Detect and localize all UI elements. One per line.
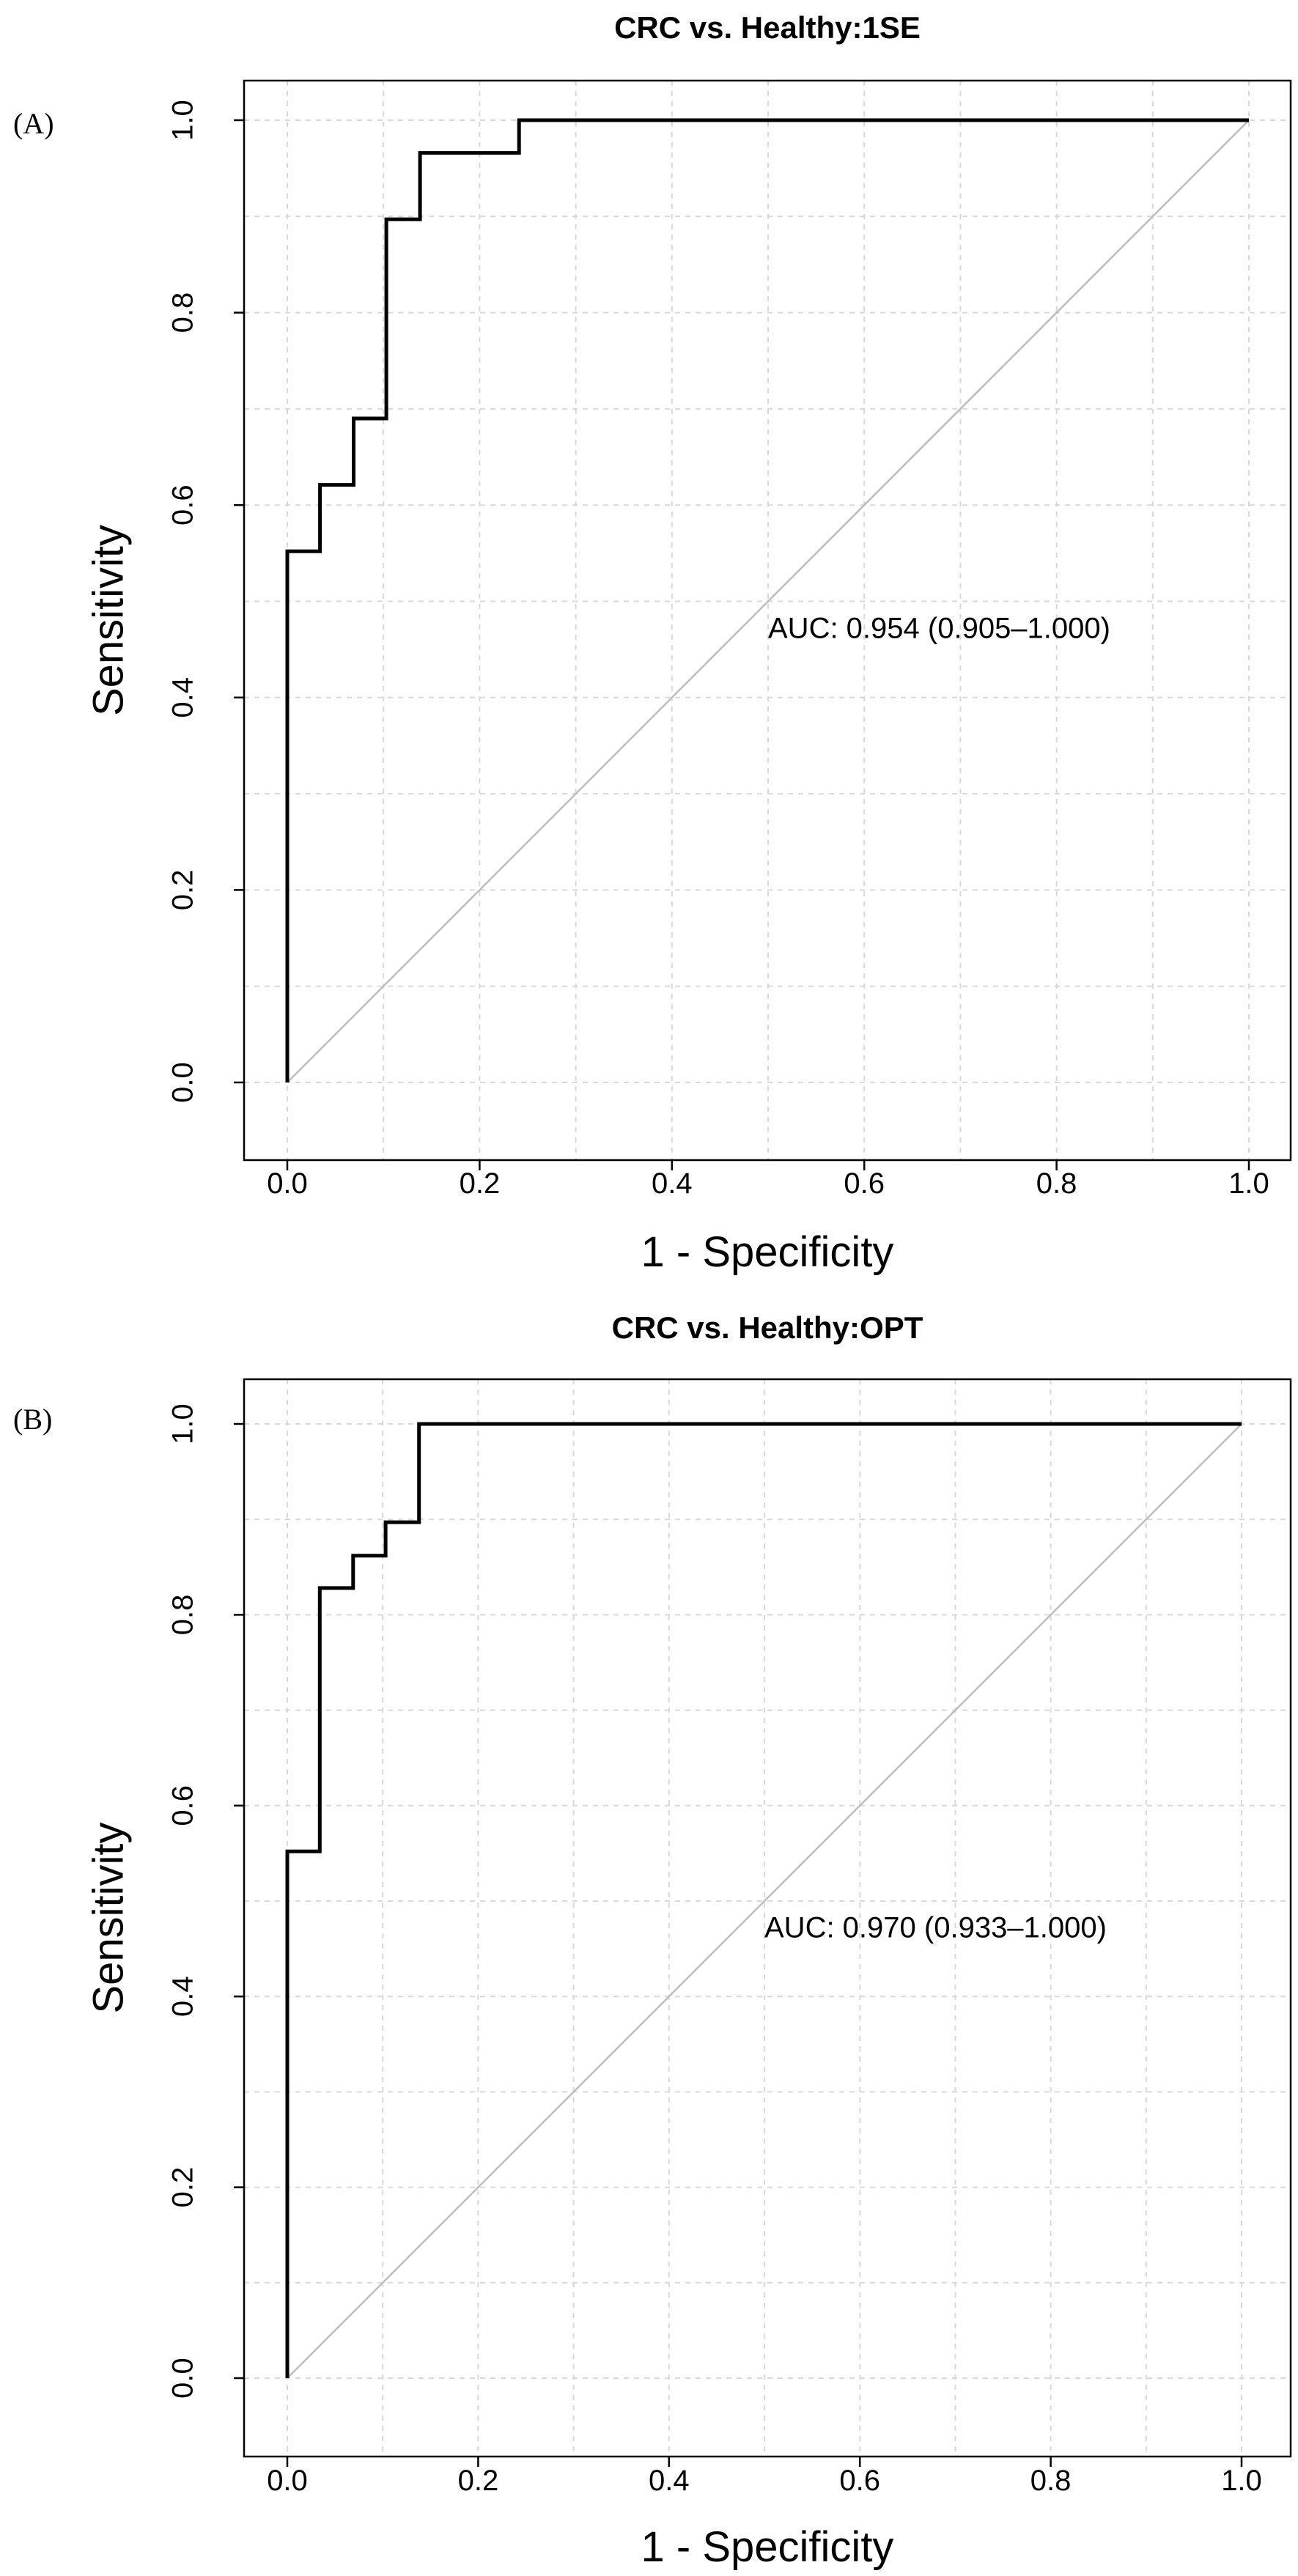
- y-tick-label: 0.8: [167, 292, 199, 333]
- x-tick-label: 0.6: [839, 2465, 880, 2497]
- y-axis-title: Sensitivity: [84, 1822, 132, 2013]
- x-tick-label: 0.2: [458, 2465, 499, 2497]
- auc-annotation: AUC: 0.954 (0.905–1.000): [768, 612, 1110, 644]
- y-axis-title: Sensitivity: [84, 525, 132, 716]
- chart-panel-a: 0.0 0.2 0.4 0.6 0.8 1.0 0.0 0.2 0.4 0.6 0.8 1.0 CRC …: [13, 10, 1292, 1276]
- x-axis-title: 1 - Specificity: [641, 2523, 894, 2571]
- x-tick-label: 0.4: [649, 2465, 690, 2497]
- x-tick-label: 0.2: [460, 1167, 501, 1200]
- roc-curve-line: [285, 118, 1249, 1082]
- y-tick-label: 0.4: [167, 1976, 199, 2017]
- y-tick-label: 0.6: [167, 1785, 199, 1826]
- x-tick-label: 0.4: [652, 1167, 693, 1200]
- plot-frame: [243, 1378, 1292, 2458]
- chart-title: CRC vs. Healthy:OPT: [612, 1310, 923, 1345]
- y-tick-label: 0.4: [167, 677, 199, 718]
- y-tick-label: 0.0: [167, 2358, 199, 2399]
- roc-curve-line: [285, 1422, 1242, 2378]
- x-tick-label: 0.0: [267, 1167, 308, 1200]
- chart-title: CRC vs. Healthy:1SE: [614, 10, 921, 45]
- y-tick-label: 0.2: [167, 2167, 199, 2208]
- panel-label: (A): [13, 107, 54, 140]
- y-tick-label: 0.0: [167, 1062, 199, 1103]
- reference-diagonal-line: [287, 1423, 1242, 2379]
- chart-panel-b: 0.0 0.2 0.4 0.6 0.8 1.0 0.0 0.2 0.4 0.6 0.8 1.0 CRC …: [13, 1310, 1292, 2571]
- y-tick-label: 1.0: [167, 1403, 199, 1444]
- x-tick-label: 0.0: [267, 2465, 308, 2497]
- x-tick-label: 1.0: [1221, 2465, 1262, 2497]
- x-tick-label: 0.6: [844, 1167, 885, 1200]
- x-tick-label: 0.8: [1036, 1167, 1077, 1200]
- y-tick-label: 0.2: [167, 870, 199, 911]
- reference-diagonal-line: [287, 119, 1250, 1083]
- x-tick-label: 1.0: [1228, 1167, 1269, 1200]
- plot-frame: [243, 79, 1292, 1162]
- auc-annotation: AUC: 0.970 (0.933–1.000): [764, 1912, 1107, 1944]
- panel-label: (B): [13, 1403, 52, 1436]
- y-tick-label: 1.0: [167, 100, 199, 141]
- y-tick-label: 0.8: [167, 1595, 199, 1636]
- x-axis-title: 1 - Specificity: [641, 1228, 894, 1276]
- y-tick-label: 0.6: [167, 484, 199, 525]
- x-tick-label: 0.8: [1030, 2465, 1072, 2497]
